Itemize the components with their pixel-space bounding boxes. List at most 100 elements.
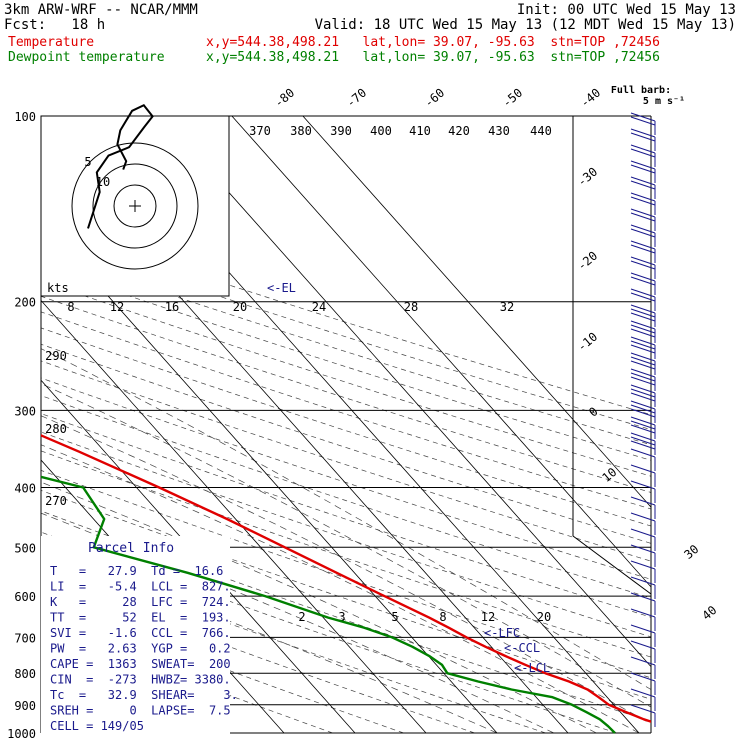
pressure-tick-label: 700	[14, 631, 36, 645]
wind-barb-flag	[630, 224, 656, 234]
wind-barb-flag	[630, 576, 656, 586]
wind-barb-flag	[630, 448, 656, 458]
parcel-info-row: PW = 2.63 YGP = 0.2	[50, 642, 231, 656]
mixing-ratio-label-lower: 2	[298, 610, 305, 624]
isotherm-label: -50	[500, 86, 526, 111]
dry-adiabat-line	[41, 280, 651, 477]
parcel-info-row: CIN = -273 HWBZ= 3380.	[50, 673, 231, 687]
parcel-info-row: T = 27.9 Td = 16.6	[50, 564, 223, 578]
wind-barb-flag	[630, 400, 656, 410]
dewpoint-location: x,y=544.38,498.21 lat,lon= 39.07, -95.63…	[206, 50, 660, 65]
isotherm-label: -70	[344, 86, 370, 111]
isentrope-label: 430	[488, 124, 510, 138]
parcel-info-text: Parcel Info T = 27.9 Td = 16.6 LI = -5.4 L…	[50, 541, 238, 733]
mixing-ratio-label-lower: 20	[537, 610, 551, 624]
pressure-tick-label: 600	[14, 590, 36, 604]
wind-barb-flag	[630, 624, 656, 634]
hodograph-ring-label: 10	[96, 175, 110, 189]
hodograph-ring	[92, 163, 178, 249]
hodograph-ring	[71, 142, 199, 270]
pressure-tick-label: 800	[14, 667, 36, 681]
isotherm-label: 0	[586, 404, 601, 419]
wind-barb-flag	[630, 360, 656, 370]
wind-barb-flag	[630, 208, 656, 218]
wind-barb-flag	[630, 292, 656, 302]
wind-barb-flag	[630, 440, 656, 450]
wind-barb-flag	[630, 424, 656, 434]
isotherm-label: 30	[681, 542, 701, 562]
wind-barb-flag	[630, 324, 656, 334]
dry-adiabat-line	[41, 222, 651, 416]
pressure-tick-label: 100	[14, 110, 36, 124]
isotherm-label: -60	[422, 86, 448, 111]
level-annotation: <-LCL	[514, 661, 550, 675]
wind-barb-flag	[630, 608, 656, 618]
isentrope-label: 380	[290, 124, 312, 138]
dry-adiabat-line	[41, 450, 651, 658]
wind-barb-flag	[630, 112, 656, 122]
parcel-info-row: CAPE = 1363 SWEAT= 200	[50, 657, 231, 671]
level-annotations: <-EL <-LFC<-CCL <-LCL	[267, 281, 550, 675]
barb-legend-title: Full barb:	[611, 85, 671, 96]
wind-barb-flag	[630, 256, 656, 266]
wind-barb-flag	[630, 392, 656, 402]
isotherm-line	[41, 299, 427, 734]
wind-barb-flag	[630, 480, 656, 490]
mixing-ratio-label-upper: 16	[165, 300, 179, 314]
parcel-info-row: CELL = 149/05	[50, 719, 144, 733]
wind-barb-flag	[630, 512, 656, 522]
temperature-line	[41, 434, 651, 723]
init-time: Init: 00 UTC Wed 15 May 13	[516, 2, 736, 18]
pressure-tick-label: 500	[14, 541, 36, 555]
hodograph-ring-label: 5	[84, 155, 91, 169]
parcel-info-title: Parcel Info	[88, 541, 174, 556]
wind-barb-flag	[630, 420, 656, 430]
wind-barb-flag	[630, 240, 656, 250]
inner-diagonal-line	[572, 535, 652, 595]
wind-barb-flag	[630, 384, 656, 394]
wind-barb-flag	[630, 560, 656, 570]
isentrope-label: 370	[249, 124, 271, 138]
isotherm-line	[41, 220, 498, 734]
wind-barb-flag	[630, 592, 656, 602]
mixing-ratio-label-lower: 3	[338, 610, 345, 624]
temperature-location: x,y=544.38,498.21 lat,lon= 39.07, -95.63…	[206, 35, 660, 50]
wind-barb-flag	[630, 244, 656, 254]
isentrope-label: 400	[370, 124, 392, 138]
wind-barb-flag	[630, 116, 656, 126]
level-annotation: <-LFC	[484, 626, 520, 640]
parcel-info-row: SVI = -1.6 CCL = 766.	[50, 626, 231, 640]
barb-legend-units: 5 m s⁻¹	[643, 96, 685, 107]
wind-barb-flag	[630, 144, 656, 154]
wind-barb-flag	[630, 672, 656, 682]
wind-barb-flag	[630, 148, 656, 158]
pressure-tick-label: 200	[14, 296, 36, 310]
wind-barb-flag	[630, 436, 656, 446]
mixing-ratio-label-upper: 8	[67, 300, 74, 314]
wind-barb-flag	[630, 496, 656, 506]
mixing-ratio-label-upper: 12	[110, 300, 124, 314]
wind-barb-flag	[630, 160, 656, 170]
isotherm-line	[41, 379, 356, 734]
dewpoint-legend: Dewpoint temperature	[8, 50, 165, 65]
isotherm-line	[160, 116, 651, 668]
wind-barb-flag	[630, 352, 656, 362]
dewpoint-line	[41, 475, 616, 734]
parcel-info-row: K = 28 LFC = 724.	[50, 595, 231, 609]
wind-barb-flag	[630, 528, 656, 538]
parcel-info-row: SREH = 0 LAPSE= 7.5	[50, 704, 231, 718]
dry-adiabat-line	[41, 360, 651, 562]
profile-lines	[41, 434, 651, 734]
isentrope-label: 390	[330, 124, 352, 138]
wind-barb-flag	[630, 344, 656, 354]
isentrope-label: 290	[45, 349, 67, 363]
isotherm-line	[231, 116, 651, 588]
moist-adiabat-line	[41, 415, 651, 725]
wind-barb-flag	[630, 544, 656, 554]
wind-barb-flag	[630, 180, 656, 190]
isentrope-label: 280	[45, 422, 67, 436]
wind-barb-flag	[630, 404, 656, 414]
dry-adiabat-line	[41, 599, 404, 734]
wind-barb-flag	[630, 704, 656, 714]
wind-barb-flag	[630, 192, 656, 202]
